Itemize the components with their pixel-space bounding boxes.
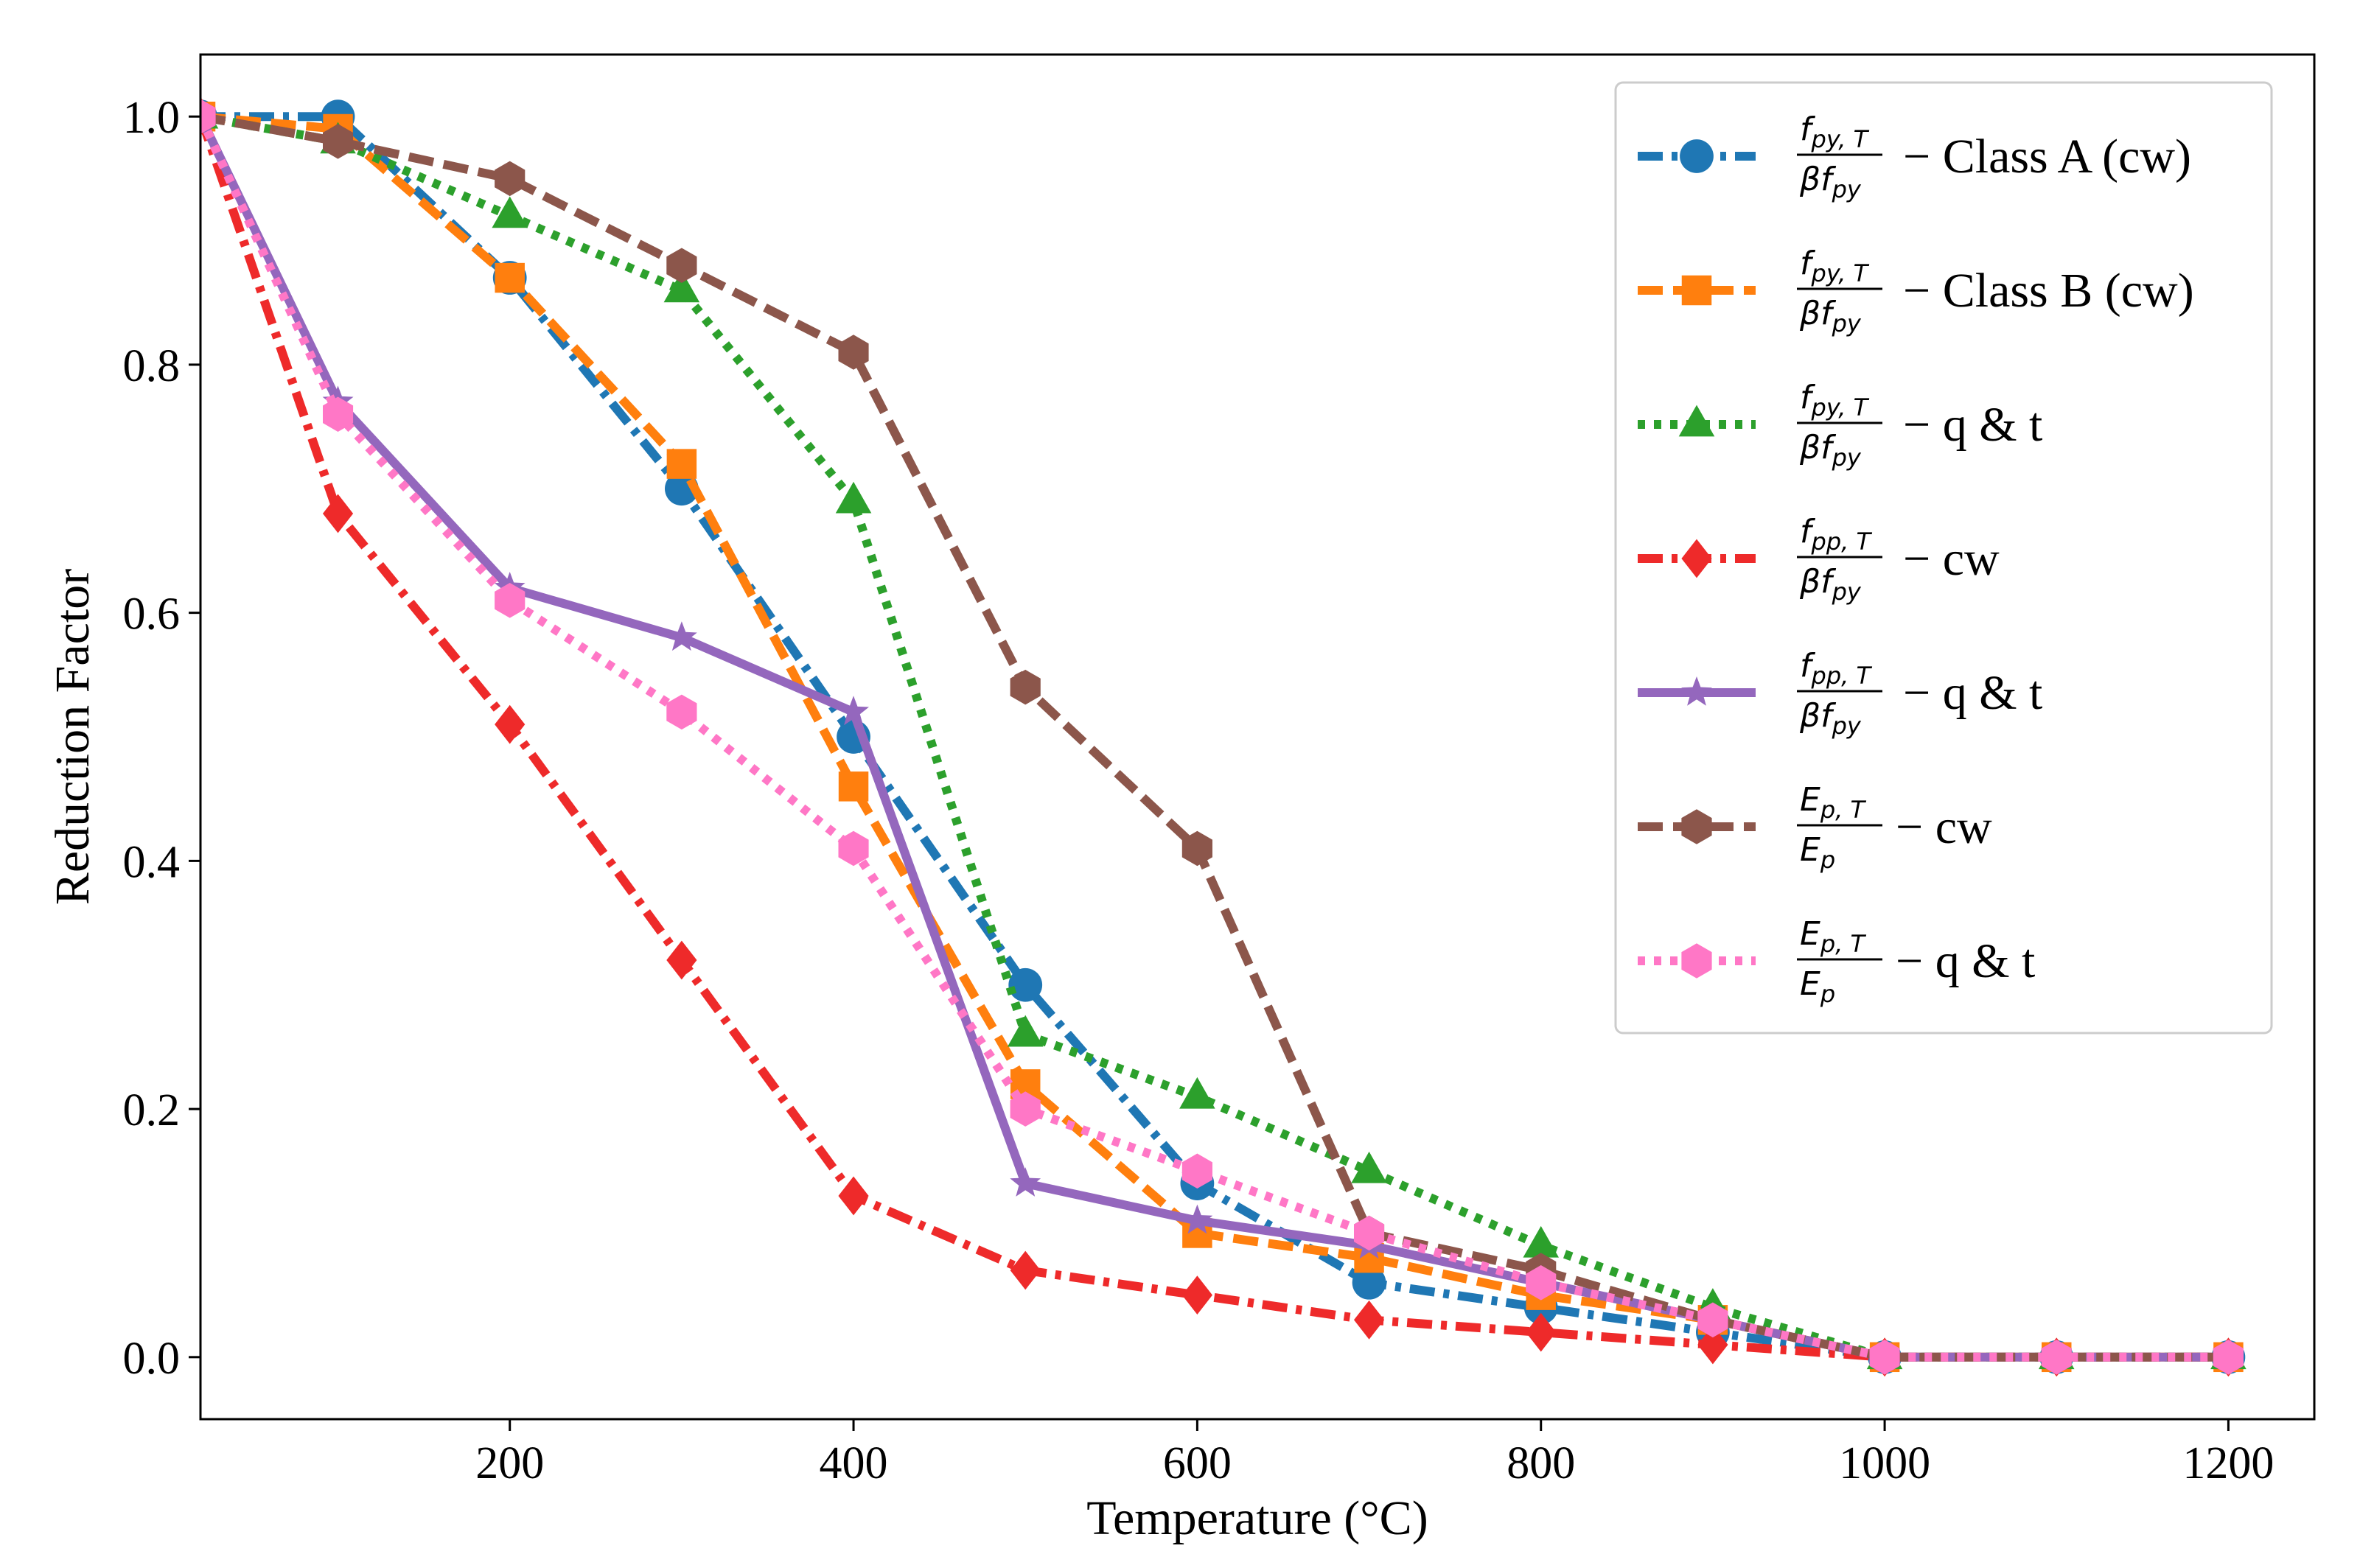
legend-denominator: βfpy xyxy=(1799,161,1862,203)
data-point xyxy=(200,99,216,134)
legend-box xyxy=(1614,81,2273,1035)
legend-label: − q & t xyxy=(1896,934,2035,988)
data-point xyxy=(838,771,869,802)
data-point xyxy=(1007,1015,1044,1047)
data-point xyxy=(1526,1265,1557,1301)
legend-label: − Class B (cw) xyxy=(1903,264,2194,318)
data-point xyxy=(1523,1225,1560,1258)
legend-marker xyxy=(1681,275,1712,306)
y-tick-label: 0.0 xyxy=(123,1334,181,1384)
legend-label: − q & t xyxy=(1903,666,2042,720)
data-point xyxy=(666,621,697,651)
legend-denominator: Ep xyxy=(1800,965,1835,1008)
legend-denominator: Ep xyxy=(1800,831,1835,874)
data-point xyxy=(1351,1151,1387,1183)
data-point xyxy=(1526,1312,1557,1352)
plot-area xyxy=(200,97,2246,1377)
data-point xyxy=(322,494,354,533)
legend-label: − cw xyxy=(1896,800,1992,854)
y-tick-label: 0.4 xyxy=(123,837,181,887)
x-axis-label: Temperature (°C) xyxy=(1086,1491,1428,1545)
x-tick-label: 1200 xyxy=(2182,1438,2274,1488)
legend-item: Ep, T Ep − q & t xyxy=(1638,915,2035,1008)
data-point xyxy=(1008,967,1043,1002)
legend-item: Ep, T Ep − cw xyxy=(1638,781,1992,874)
legend-denominator: βfpy xyxy=(1799,295,1862,337)
y-tick-label: 1.0 xyxy=(123,93,181,143)
data-point xyxy=(495,161,526,197)
data-point xyxy=(1697,1325,1728,1365)
legend-marker xyxy=(1681,943,1712,979)
data-point xyxy=(1353,1300,1385,1340)
data-point xyxy=(666,940,697,980)
data-point xyxy=(663,270,700,303)
legend-denominator: βfpy xyxy=(1799,429,1862,472)
legend-numerator: Ep, T xyxy=(1800,915,1866,958)
data-point xyxy=(2041,1340,2072,1375)
y-tick-label: 0.6 xyxy=(123,589,181,640)
data-point xyxy=(495,262,525,293)
data-point xyxy=(838,696,869,726)
legend-marker xyxy=(1678,405,1715,437)
legend-item: fpp, T βfpy − q & t xyxy=(1638,647,2042,740)
data-point xyxy=(838,1176,869,1216)
legend-marker xyxy=(1680,139,1714,173)
data-point xyxy=(1181,1275,1212,1315)
plot-frame xyxy=(199,53,2316,1421)
data-point xyxy=(1697,1302,1728,1338)
data-point xyxy=(1354,1215,1385,1251)
legend-numerator: Ep, T xyxy=(1800,781,1866,824)
data-point xyxy=(835,481,872,514)
data-point xyxy=(495,583,526,618)
x-axis: 200 400 600 800 1000 1200 xyxy=(475,1419,2274,1488)
legend-numerator: fpp, T xyxy=(1800,647,1872,690)
legend-denominator: βfpy xyxy=(1799,697,1862,740)
data-point xyxy=(1869,1340,1900,1375)
data-point xyxy=(2213,1340,2244,1375)
data-point xyxy=(1010,1250,1041,1290)
data-point xyxy=(1010,1091,1041,1127)
data-point xyxy=(1010,1167,1041,1197)
y-axis: 0.0 0.2 0.4 0.6 0.8 1.0 xyxy=(123,93,200,1384)
data-point xyxy=(666,449,697,479)
x-tick-label: 400 xyxy=(820,1438,888,1488)
data-point xyxy=(666,248,697,283)
data-point xyxy=(1181,830,1212,867)
data-point xyxy=(323,396,354,432)
data-point xyxy=(838,830,869,867)
legend-label: − cw xyxy=(1903,532,2000,586)
x-tick-label: 1000 xyxy=(1839,1438,1930,1488)
legend-label: − Class A (cw) xyxy=(1903,130,2191,183)
data-point xyxy=(1010,669,1041,705)
legend-label: − q & t xyxy=(1903,398,2042,452)
data-point xyxy=(666,694,697,730)
legend-marker xyxy=(1681,539,1712,578)
data-point xyxy=(1179,1077,1215,1109)
data-point xyxy=(492,196,528,228)
data-point xyxy=(323,124,354,159)
x-tick-label: 600 xyxy=(1163,1438,1232,1488)
y-axis-label: Reduction Factor xyxy=(46,569,100,905)
legend-marker xyxy=(1681,809,1712,844)
data-point xyxy=(838,335,869,370)
data-point xyxy=(495,704,526,744)
legend-denominator: βfpy xyxy=(1799,563,1862,606)
legend-marker xyxy=(1681,676,1712,706)
x-tick-label: 800 xyxy=(1507,1438,1575,1488)
data-point xyxy=(1352,1265,1386,1300)
data-point xyxy=(1181,1204,1213,1234)
x-tick-label: 200 xyxy=(475,1438,544,1488)
y-tick-label: 0.8 xyxy=(123,341,181,391)
y-tick-label: 0.2 xyxy=(123,1085,181,1135)
series-7 xyxy=(200,99,2244,1375)
data-point xyxy=(1181,1153,1212,1189)
